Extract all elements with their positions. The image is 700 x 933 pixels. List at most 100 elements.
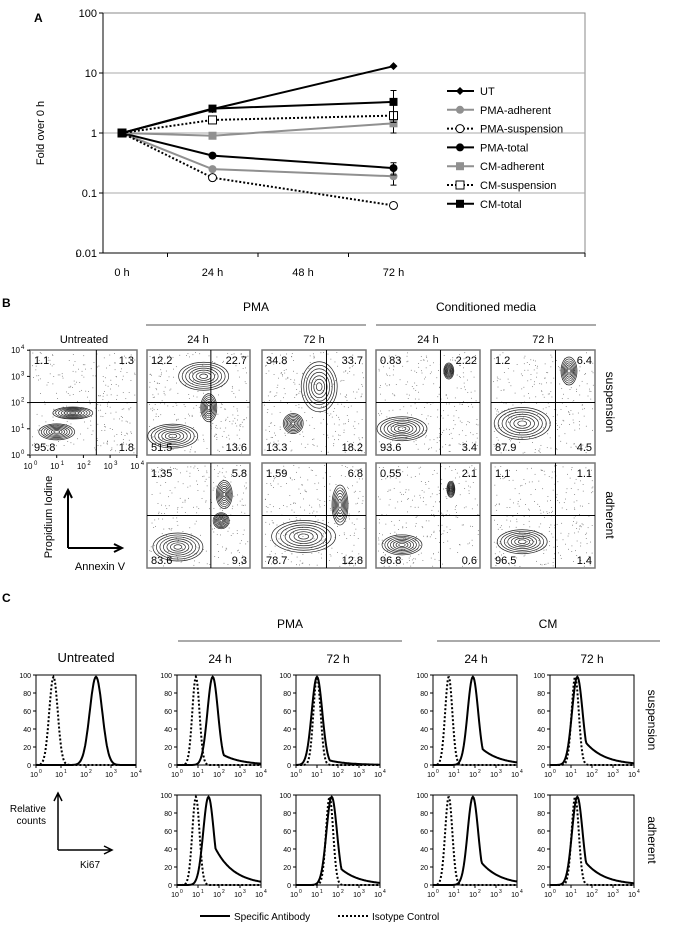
event-dot: [195, 520, 197, 522]
event-dot: [439, 542, 440, 543]
y-tick-label: 0: [424, 883, 428, 890]
event-dot: [73, 380, 75, 382]
event-dot: [199, 411, 201, 413]
event-dot: [167, 405, 169, 407]
event-dot: [38, 359, 40, 361]
event-dot: [575, 550, 576, 552]
event-dot: [547, 562, 549, 564]
legend-marker: [456, 87, 464, 95]
legend-label: CM-adherent: [480, 161, 544, 173]
event-dot: [197, 483, 198, 485]
event-dot: [385, 478, 387, 480]
event-dot: [116, 434, 118, 435]
event-dot: [392, 440, 394, 442]
event-dot: [381, 479, 383, 480]
event-dot: [433, 514, 435, 516]
event-dot: [464, 488, 466, 489]
contour: [333, 490, 347, 520]
event-dot: [231, 385, 233, 387]
contour: [168, 433, 178, 439]
event-dot: [170, 529, 172, 531]
event-dot: [321, 406, 322, 408]
contour: [156, 534, 200, 560]
event-dot: [103, 393, 104, 394]
event-dot: [69, 386, 71, 388]
event-dot: [361, 502, 363, 504]
event-dot: [182, 531, 184, 532]
x-tick-label: 10: [234, 772, 242, 779]
event-dot: [134, 448, 136, 450]
event-dot: [379, 387, 381, 388]
event-dot: [295, 502, 296, 504]
event-dot: [407, 412, 408, 414]
event-dot: [270, 483, 272, 485]
event-dot: [216, 356, 218, 358]
event-dot: [347, 502, 349, 504]
event-dot: [362, 500, 364, 502]
event-dot: [304, 489, 306, 491]
event-dot: [530, 379, 532, 381]
event-dot: [346, 467, 348, 468]
event-dot: [525, 504, 526, 505]
event-dot: [554, 471, 556, 473]
tick-exponent: 1: [21, 424, 25, 430]
event-dot: [582, 408, 584, 410]
contour: [216, 515, 227, 526]
event-dot: [379, 498, 381, 500]
y-tick-label: 20: [537, 745, 545, 752]
event-dot: [343, 406, 345, 408]
event-dot: [149, 403, 151, 405]
event-dot: [112, 429, 113, 430]
event-dot: [313, 510, 315, 512]
event-dot: [114, 353, 115, 354]
event-dot: [151, 410, 153, 412]
event-dot: [550, 425, 551, 427]
event-dot: [439, 440, 440, 442]
event-dot: [300, 492, 301, 494]
event-dot: [329, 489, 331, 491]
x-tick-label: 10: [353, 772, 361, 779]
event-dot: [130, 379, 132, 381]
event-dot: [446, 428, 447, 430]
event-dot: [378, 413, 379, 415]
contour: [282, 413, 304, 434]
event-dot: [456, 472, 458, 474]
tick-exponent: 1: [61, 461, 65, 467]
event-dot: [413, 558, 415, 560]
event-dot: [469, 362, 471, 363]
event-dot: [119, 418, 120, 420]
event-dot: [445, 488, 446, 489]
event-dot: [311, 545, 313, 547]
quadrant-ur-value: 6.8: [348, 468, 363, 480]
event-dot: [569, 477, 571, 479]
tick-exponent: 0: [299, 769, 302, 775]
event-dot: [274, 545, 276, 547]
event-dot: [241, 511, 243, 513]
event-dot: [246, 400, 248, 401]
event-dot: [313, 445, 315, 446]
event-dot: [361, 451, 363, 453]
contour: [514, 537, 531, 546]
event-dot: [270, 422, 272, 424]
event-dot: [464, 389, 466, 391]
x-tick-label: 10: [192, 892, 200, 899]
event-dot: [301, 484, 303, 486]
event-dot: [425, 376, 426, 378]
contour: [496, 529, 548, 555]
event-dot: [552, 536, 554, 538]
event-dot: [407, 352, 408, 354]
event-dot: [327, 434, 329, 436]
event-dot: [299, 433, 301, 435]
contour: [289, 420, 297, 427]
event-dot: [439, 501, 440, 503]
event-dot: [543, 546, 545, 548]
event-dot: [526, 533, 528, 535]
event-dot: [171, 436, 173, 438]
event-dot: [176, 468, 178, 470]
event-dot: [33, 377, 34, 378]
event-dot: [274, 434, 276, 436]
event-dot: [324, 505, 325, 506]
event-dot: [123, 408, 125, 410]
event-dot: [155, 388, 157, 390]
event-dot: [551, 356, 553, 358]
